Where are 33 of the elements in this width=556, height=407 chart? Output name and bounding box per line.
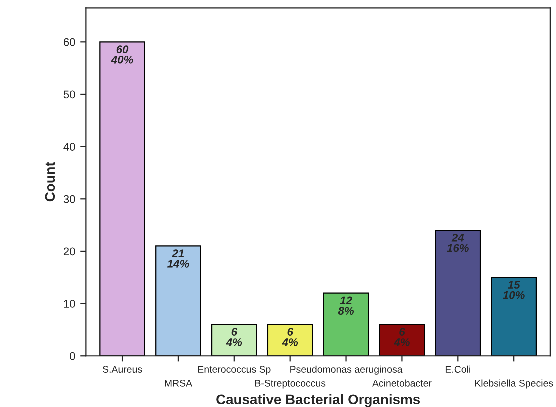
bar	[379, 324, 426, 356]
data-label: 6 4%	[226, 328, 242, 346]
x-tick-label: Klebsiella Species	[475, 380, 554, 389]
data-label: 60 40%	[111, 46, 134, 64]
bar	[323, 292, 370, 356]
y-tick-label: 30	[64, 195, 76, 204]
x-tick-label: Pseudomonas aeruginosa	[290, 366, 403, 375]
bar	[267, 324, 314, 356]
y-axis-title: Count	[45, 162, 56, 202]
x-tick-label: S.Aureus	[102, 366, 142, 373]
x-tick-label: Acinetobacter	[372, 380, 432, 387]
x-tick-label: MRSA	[165, 380, 192, 387]
x-tick-label: E.Coli	[446, 366, 470, 373]
data-label: 21 14%	[168, 250, 190, 268]
y-tick-label: 50	[64, 90, 76, 99]
bar	[435, 230, 482, 356]
bar	[211, 324, 258, 356]
y-tick-label: 40	[64, 143, 76, 151]
y-tick-label: 10	[64, 300, 76, 308]
x-axis-title: Causative Bacterial Organisms	[216, 394, 420, 407]
y-tick-label: 20	[64, 248, 76, 256]
data-label: 6 4%	[394, 328, 410, 346]
x-tick-label: B-Streptococcus	[255, 380, 326, 389]
bar	[100, 42, 146, 356]
bar	[491, 277, 538, 356]
y-tick-label: 60	[64, 38, 76, 46]
y-tick-label: 0	[70, 352, 76, 360]
data-label: 15 10%	[503, 281, 525, 300]
bar	[156, 246, 202, 356]
data-label: 6 4%	[282, 328, 298, 346]
x-tick-label: Enterococcus Sp	[198, 366, 271, 375]
data-label: 12 8%	[338, 296, 354, 315]
data-label: 24 16%	[447, 234, 469, 252]
